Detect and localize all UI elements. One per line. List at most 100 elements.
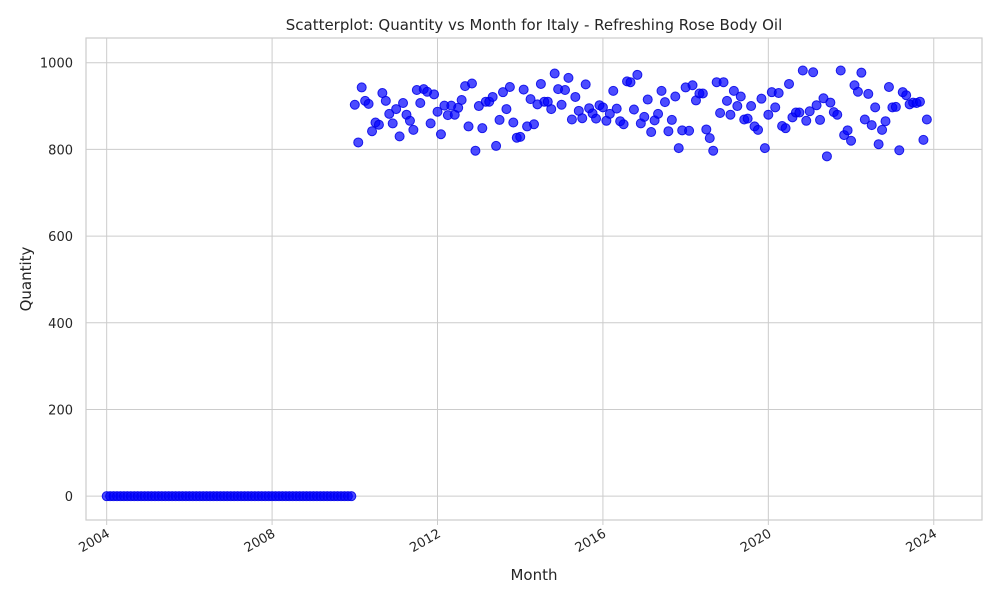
data-point (394, 131, 405, 142)
x-tick-label: 2008 (242, 526, 278, 556)
data-point (494, 114, 505, 125)
data-point (780, 123, 791, 134)
data-point (429, 89, 440, 100)
data-point (349, 99, 360, 110)
data-point (866, 120, 877, 131)
data-point (715, 107, 726, 118)
data-point (659, 97, 670, 108)
x-tick-label: 2024 (904, 526, 940, 556)
data-point (877, 124, 888, 135)
data-point (477, 123, 488, 134)
data-point (701, 124, 712, 135)
data-point (684, 125, 695, 136)
data-point (501, 104, 512, 115)
data-point (546, 104, 557, 115)
data-point (763, 109, 774, 120)
data-point (408, 124, 419, 135)
data-point (746, 101, 757, 112)
data-point (718, 77, 729, 88)
data-point (618, 119, 629, 130)
data-point (832, 109, 843, 120)
data-point (883, 81, 894, 92)
data-point (856, 67, 867, 78)
y-axis-label: Quantity (17, 246, 35, 311)
data-point (570, 91, 581, 102)
data-point (842, 125, 853, 136)
data-point (508, 117, 519, 128)
data-point (577, 113, 588, 124)
data-point (566, 114, 577, 125)
data-point (728, 85, 739, 96)
data-point (653, 108, 664, 119)
data-point (529, 119, 539, 130)
data-point (642, 94, 653, 105)
data-point (367, 126, 378, 137)
data-point (811, 100, 822, 111)
data-point (687, 80, 698, 91)
data-point (625, 77, 636, 88)
x-tick-label: 2012 (407, 526, 443, 556)
y-tick-label: 400 (48, 317, 73, 332)
data-point (721, 95, 732, 106)
data-point (673, 143, 684, 154)
data-point (708, 145, 719, 156)
data-point (632, 69, 643, 80)
data-point (487, 91, 498, 102)
data-point (563, 72, 574, 83)
x-axis-ticks: 2004 2008 2012 2016 2020 2024 (77, 520, 940, 556)
data-point (756, 93, 767, 104)
y-axis-ticks: 0 200 400 600 800 1000 (40, 57, 73, 505)
data-point (894, 145, 905, 156)
data-point (880, 116, 891, 127)
data-point (794, 107, 805, 118)
data-points (101, 65, 932, 502)
data-point (515, 131, 526, 142)
data-point (873, 139, 884, 150)
chart-title: Scatterplot: Quantity vs Month for Italy… (286, 16, 783, 34)
data-point (435, 129, 446, 140)
y-tick-label: 200 (48, 403, 73, 418)
x-axis-label: Month (510, 566, 557, 584)
data-point (801, 115, 812, 126)
data-point (725, 109, 736, 120)
plot-area (85, 37, 983, 521)
data-point (835, 65, 846, 76)
data-point (628, 104, 639, 115)
data-point (398, 98, 409, 109)
data-point (384, 108, 395, 119)
data-point (611, 103, 622, 114)
data-point (466, 78, 477, 89)
data-point (425, 118, 436, 129)
data-point (742, 113, 753, 124)
data-point (870, 102, 881, 113)
data-point (391, 104, 402, 115)
data-point (784, 78, 795, 89)
data-point (646, 127, 657, 138)
data-point (918, 134, 929, 145)
data-point (890, 101, 901, 112)
data-point (380, 95, 391, 106)
data-point (353, 137, 364, 148)
x-tick-label: 2004 (77, 526, 113, 556)
y-tick-label: 1000 (40, 57, 73, 72)
data-point (363, 98, 374, 109)
data-point (639, 111, 650, 122)
data-point (825, 97, 836, 108)
data-point (549, 68, 560, 79)
x-tick-label: 2016 (573, 526, 609, 556)
data-point (356, 82, 367, 93)
data-point (404, 115, 415, 126)
data-point (608, 85, 619, 96)
data-point (591, 113, 602, 124)
data-point (604, 108, 615, 119)
data-point (535, 78, 546, 89)
data-point (770, 102, 781, 113)
data-point (432, 106, 443, 117)
data-point (753, 124, 763, 135)
data-point (456, 94, 467, 105)
data-point (735, 91, 746, 102)
data-point (373, 119, 384, 130)
data-point (497, 87, 508, 98)
data-point (821, 151, 832, 162)
